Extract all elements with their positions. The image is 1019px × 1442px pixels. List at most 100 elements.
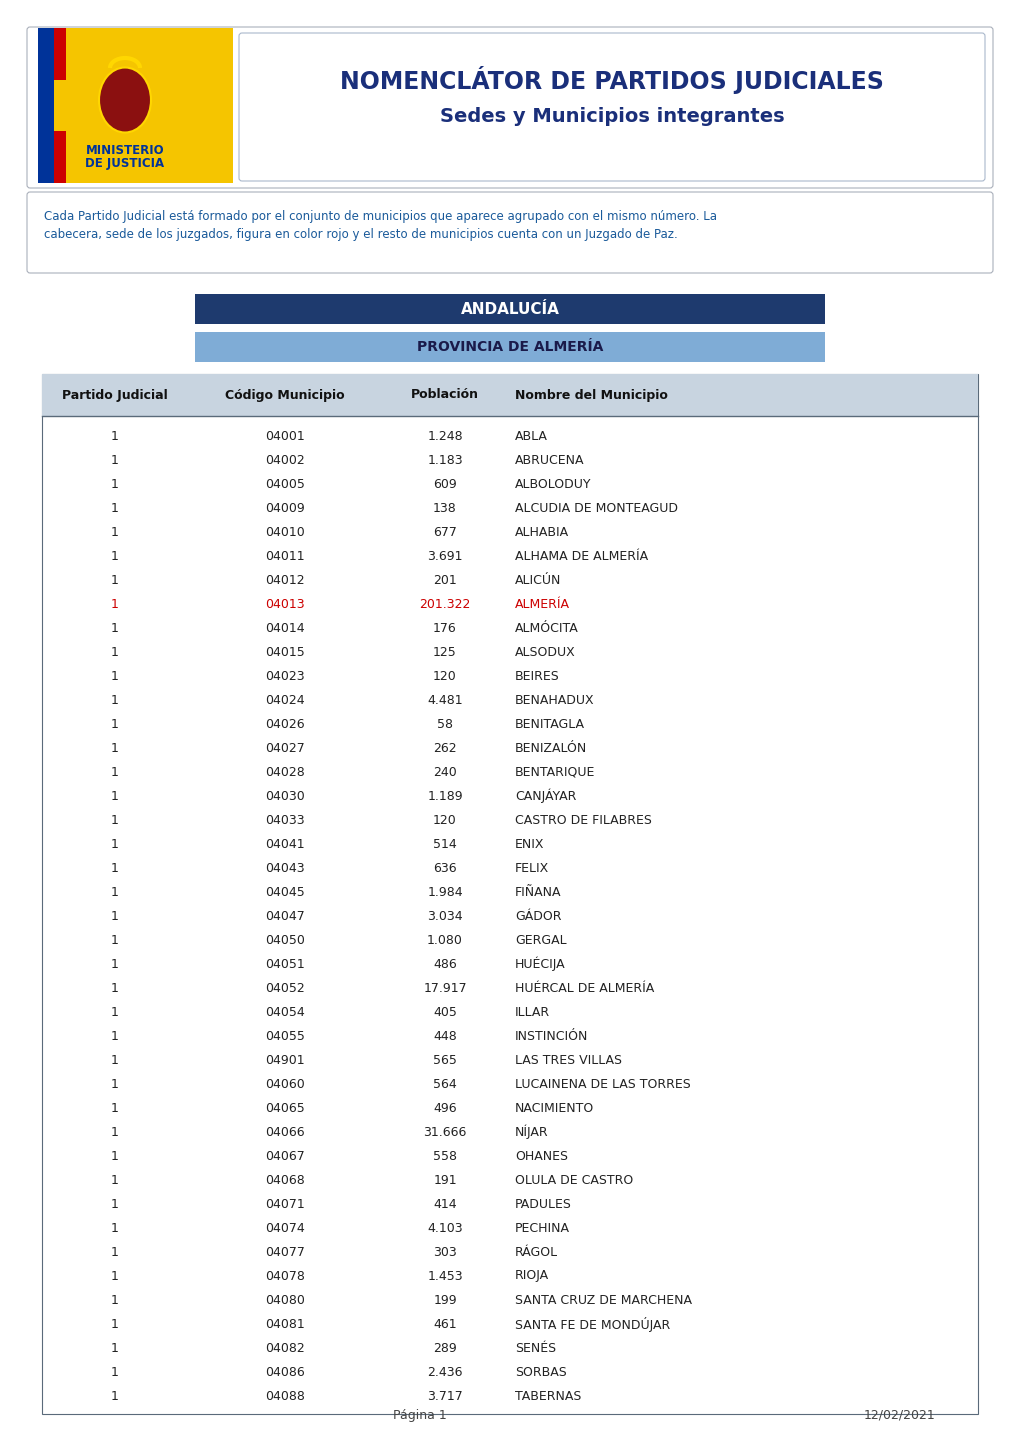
- Text: 262: 262: [433, 741, 457, 754]
- Text: 1: 1: [111, 1126, 119, 1139]
- Text: BENIZALÓN: BENIZALÓN: [515, 741, 587, 754]
- Text: ABRUCENA: ABRUCENA: [515, 453, 584, 467]
- Bar: [54, 131, 66, 183]
- Text: GÁDOR: GÁDOR: [515, 910, 560, 923]
- Ellipse shape: [99, 68, 151, 133]
- Text: 4.103: 4.103: [427, 1221, 463, 1234]
- Text: 04078: 04078: [265, 1269, 305, 1282]
- Text: NACIMIENTO: NACIMIENTO: [515, 1102, 594, 1115]
- Text: 12/02/2021: 12/02/2021: [863, 1409, 935, 1422]
- Text: 405: 405: [433, 1005, 457, 1018]
- Text: Cada Partido Judicial está formado por el conjunto de municipios que aparece agr: Cada Partido Judicial está formado por e…: [44, 211, 716, 224]
- Text: 1: 1: [111, 1221, 119, 1234]
- Text: Nombre del Municipio: Nombre del Municipio: [515, 388, 667, 401]
- Text: 558: 558: [433, 1149, 457, 1162]
- Text: Sedes y Municipios integrantes: Sedes y Municipios integrantes: [439, 108, 784, 127]
- Text: BENITAGLA: BENITAGLA: [515, 718, 585, 731]
- Text: 125: 125: [433, 646, 457, 659]
- Text: 1: 1: [111, 741, 119, 754]
- Text: 1: 1: [111, 1197, 119, 1210]
- Text: 289: 289: [433, 1341, 457, 1354]
- Text: 04086: 04086: [265, 1366, 305, 1379]
- Text: SANTA FE DE MONDÚJAR: SANTA FE DE MONDÚJAR: [515, 1317, 669, 1331]
- Text: 04012: 04012: [265, 574, 305, 587]
- Text: Partido Judicial: Partido Judicial: [62, 388, 168, 401]
- Text: 04052: 04052: [265, 982, 305, 995]
- Text: Código Municipio: Código Municipio: [225, 388, 344, 401]
- Text: BENAHADUX: BENAHADUX: [515, 694, 594, 707]
- Text: 3.691: 3.691: [427, 549, 463, 562]
- Text: 1: 1: [111, 1246, 119, 1259]
- Text: 04065: 04065: [265, 1102, 305, 1115]
- Text: 1: 1: [111, 1174, 119, 1187]
- Text: ALHAMA DE ALMERÍA: ALHAMA DE ALMERÍA: [515, 549, 647, 562]
- Text: 1: 1: [111, 933, 119, 946]
- Text: 04001: 04001: [265, 430, 305, 443]
- Text: 04013: 04013: [265, 597, 305, 610]
- Text: HUÉRCAL DE ALMERÍA: HUÉRCAL DE ALMERÍA: [515, 982, 653, 995]
- Text: ENIX: ENIX: [515, 838, 544, 851]
- Text: 1: 1: [111, 525, 119, 538]
- Text: 677: 677: [433, 525, 457, 538]
- Text: ALHABIA: ALHABIA: [515, 525, 569, 538]
- Text: 04005: 04005: [265, 477, 305, 490]
- Text: OLULA DE CASTRO: OLULA DE CASTRO: [515, 1174, 633, 1187]
- Text: 1: 1: [111, 790, 119, 803]
- Text: 120: 120: [433, 669, 457, 682]
- Text: RÁGOL: RÁGOL: [515, 1246, 557, 1259]
- Text: ILLAR: ILLAR: [515, 1005, 549, 1018]
- Text: 04088: 04088: [265, 1390, 305, 1403]
- Text: 448: 448: [433, 1030, 457, 1043]
- Text: 04014: 04014: [265, 622, 305, 634]
- Text: CANJÁYAR: CANJÁYAR: [515, 789, 576, 803]
- Text: 1: 1: [111, 1102, 119, 1115]
- Bar: [38, 27, 232, 183]
- Text: INSTINCIÓN: INSTINCIÓN: [515, 1030, 588, 1043]
- Text: 1.080: 1.080: [427, 933, 463, 946]
- Text: FELIX: FELIX: [515, 861, 548, 874]
- Text: ALMERÍA: ALMERÍA: [515, 597, 570, 610]
- Text: 1: 1: [111, 766, 119, 779]
- Text: 1: 1: [111, 1318, 119, 1331]
- Bar: [42, 373, 977, 1415]
- Text: 1: 1: [111, 910, 119, 923]
- Text: 04033: 04033: [265, 813, 305, 826]
- Text: 1: 1: [111, 861, 119, 874]
- Text: 04067: 04067: [265, 1149, 305, 1162]
- FancyBboxPatch shape: [238, 33, 984, 182]
- Text: 04045: 04045: [265, 885, 305, 898]
- Text: 04009: 04009: [265, 502, 305, 515]
- Text: 1: 1: [111, 982, 119, 995]
- Text: 1: 1: [111, 885, 119, 898]
- Text: 04060: 04060: [265, 1077, 305, 1090]
- Text: LAS TRES VILLAS: LAS TRES VILLAS: [515, 1054, 622, 1067]
- Text: 176: 176: [433, 622, 457, 634]
- Text: 58: 58: [436, 718, 452, 731]
- Text: SORBAS: SORBAS: [515, 1366, 567, 1379]
- Text: ANDALUCÍA: ANDALUCÍA: [461, 301, 558, 316]
- Text: 04901: 04901: [265, 1054, 305, 1067]
- Text: OHANES: OHANES: [515, 1149, 568, 1162]
- Text: 31.666: 31.666: [423, 1126, 467, 1139]
- Text: PROVINCIA DE ALMERÍA: PROVINCIA DE ALMERÍA: [417, 340, 602, 353]
- Text: ALSODUX: ALSODUX: [515, 646, 575, 659]
- Text: 04071: 04071: [265, 1197, 305, 1210]
- Text: BEIRES: BEIRES: [515, 669, 559, 682]
- Text: 1: 1: [111, 549, 119, 562]
- Text: 3.034: 3.034: [427, 910, 463, 923]
- Bar: [54, 79, 66, 131]
- Text: 4.481: 4.481: [427, 694, 463, 707]
- Text: 1: 1: [111, 502, 119, 515]
- Text: SENÉS: SENÉS: [515, 1341, 555, 1354]
- Text: 3.717: 3.717: [427, 1390, 463, 1403]
- Text: SANTA CRUZ DE MARCHENA: SANTA CRUZ DE MARCHENA: [515, 1293, 691, 1306]
- Text: NOMENCLÁTOR DE PARTIDOS JUDICIALES: NOMENCLÁTOR DE PARTIDOS JUDICIALES: [339, 66, 883, 94]
- Text: 04011: 04011: [265, 549, 305, 562]
- Text: 1: 1: [111, 957, 119, 970]
- Bar: [195, 332, 824, 362]
- Text: 04050: 04050: [265, 933, 305, 946]
- Text: 609: 609: [433, 477, 457, 490]
- Text: 04055: 04055: [265, 1030, 305, 1043]
- Text: 04043: 04043: [265, 861, 305, 874]
- Text: 486: 486: [433, 957, 457, 970]
